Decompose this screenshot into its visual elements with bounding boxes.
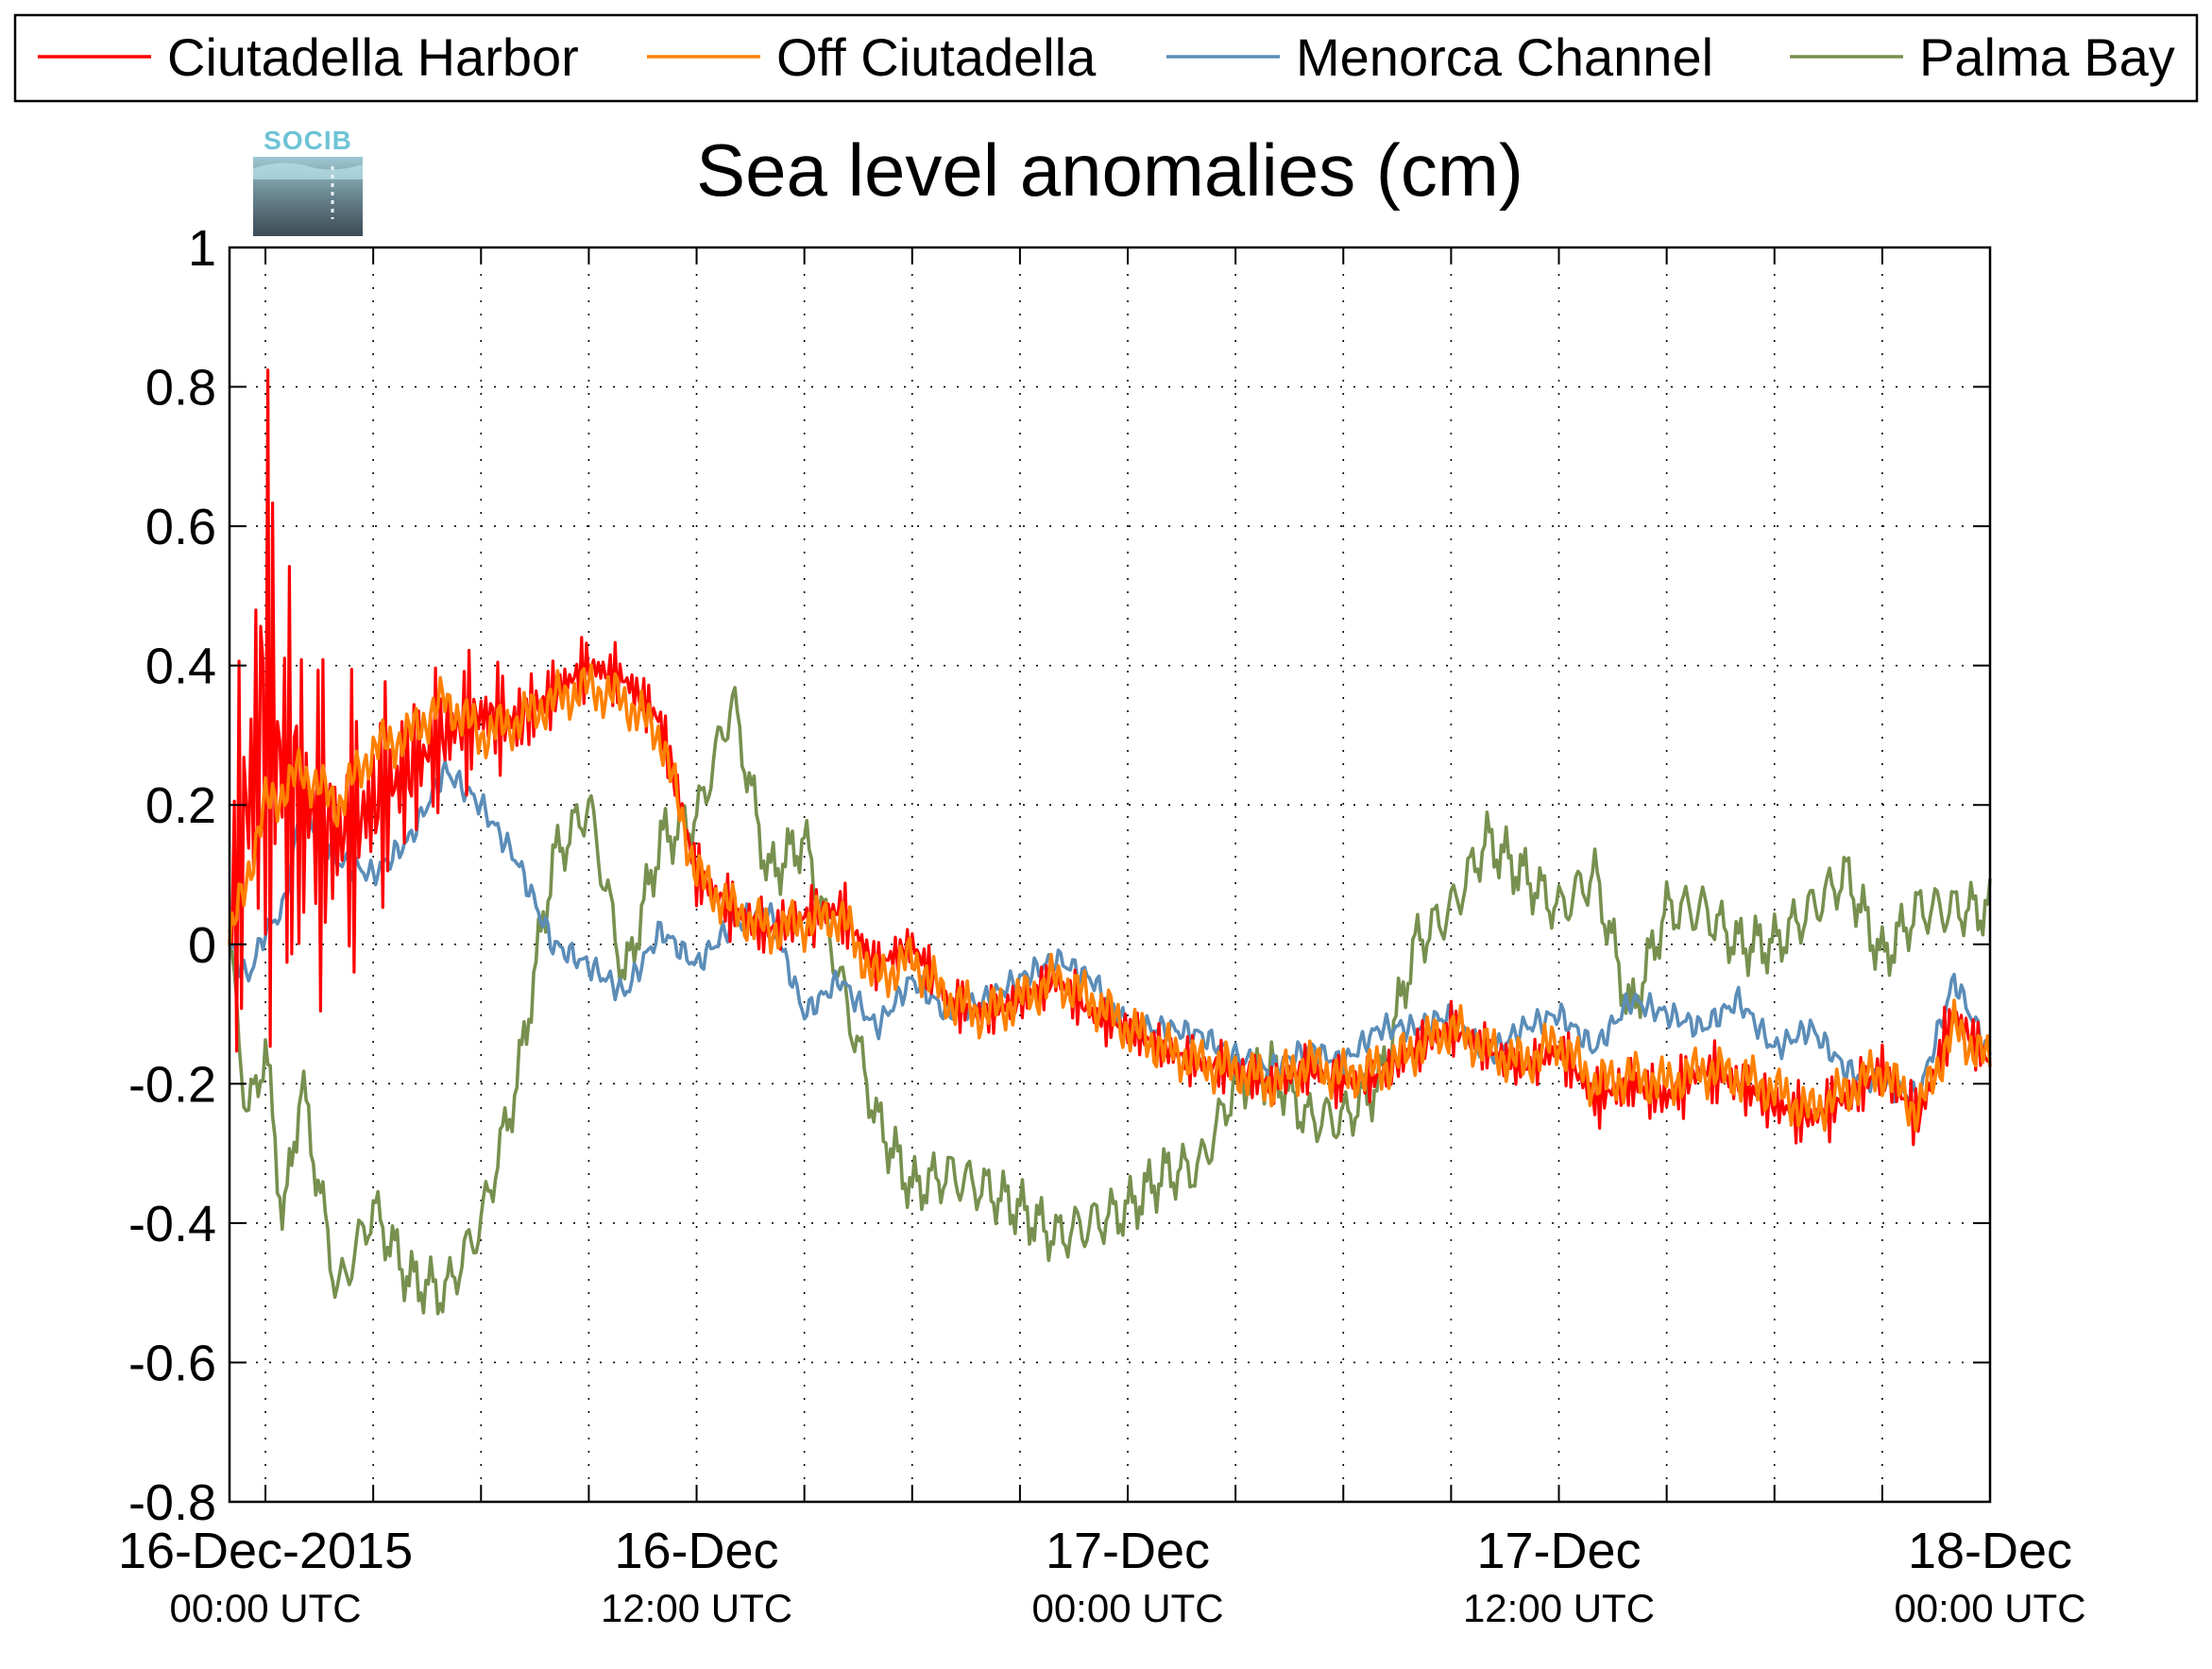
grid-lines	[230, 247, 1990, 1502]
x-tick-label: 16-Dec	[614, 1523, 778, 1579]
y-tick-label: -0.8	[128, 1474, 216, 1531]
series-line-ciutadella-harbor	[228, 368, 1992, 1147]
chart-title: Sea level anomalies (cm)	[696, 128, 1523, 212]
x-tick-sublabel: 00:00 UTC	[169, 1586, 361, 1630]
axes	[228, 246, 1992, 1504]
series-line-palma-bay	[228, 686, 1992, 1316]
y-tick-label: 0.4	[145, 639, 216, 695]
series-lines	[228, 368, 1992, 1316]
legend-label: Palma Bay	[1919, 27, 2175, 87]
x-tick-sublabel: 00:00 UTC	[1894, 1586, 2085, 1630]
x-tick-sublabel: 12:00 UTC	[1463, 1586, 1655, 1630]
y-tick-label: -0.2	[128, 1056, 216, 1113]
y-tick-label: 0.8	[145, 360, 216, 417]
x-tick-sublabel: 12:00 UTC	[601, 1586, 792, 1630]
plot-frame	[228, 246, 1992, 1504]
x-tick-label: 17-Dec	[1476, 1523, 1641, 1579]
x-tick-label: 16-Dec-2015	[118, 1523, 413, 1579]
logo-text: SOCIB	[264, 126, 352, 155]
y-tick-label: 1	[188, 220, 216, 277]
y-tick-label: 0	[188, 917, 216, 974]
x-tick-label: 17-Dec	[1046, 1523, 1210, 1579]
y-tick-label: 0.2	[145, 777, 216, 834]
socib-logo: SOCIB	[253, 126, 363, 236]
chart-legend: Ciutadella Harbor Off Ciutadella Menorca C…	[13, 13, 2199, 103]
x-axis-ticks: 16-Dec-2015 00:00 UTC 16-Dec 12:00 UTC 17-De…	[118, 1523, 2086, 1630]
y-axis-ticks: -0.8 -0.6 -0.4 -0.2 0 0.2 0.4 0.6 0.8 1	[128, 220, 216, 1531]
x-tick-sublabel: 00:00 UTC	[1031, 1586, 1223, 1630]
x-tick-label: 18-Dec	[1908, 1523, 2072, 1579]
legend-label: Ciutadella Harbor	[167, 27, 579, 87]
legend-label: Off Ciutadella	[776, 27, 1097, 87]
legend-label: Menorca Channel	[1296, 27, 1713, 87]
y-tick-label: -0.6	[128, 1335, 216, 1391]
series-line-off-ciutadella	[228, 663, 1992, 1133]
y-tick-label: 0.6	[145, 499, 216, 555]
y-tick-label: -0.4	[128, 1196, 216, 1252]
